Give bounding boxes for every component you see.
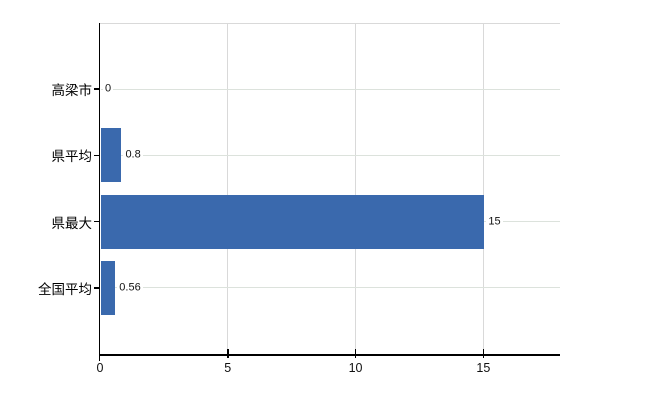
bar bbox=[101, 194, 485, 249]
category-tick bbox=[93, 88, 100, 90]
value-label: 15 bbox=[486, 215, 503, 229]
x-tick-label: 10 bbox=[348, 361, 363, 375]
y-axis bbox=[98, 23, 100, 361]
category-tick bbox=[93, 220, 100, 223]
category-label: 県最大 bbox=[51, 215, 93, 231]
category-tick bbox=[93, 154, 100, 157]
row-gridline bbox=[101, 287, 560, 289]
category-label: 全国平均 bbox=[38, 281, 92, 297]
vertical-gridline bbox=[355, 23, 357, 354]
x-tick bbox=[354, 349, 357, 358]
bar bbox=[101, 260, 116, 315]
plot-top-border bbox=[100, 23, 560, 24]
value-label: 0.8 bbox=[123, 148, 143, 162]
category-label: 高梁市 bbox=[51, 83, 93, 99]
x-axis bbox=[98, 354, 560, 356]
category-label: 県平均 bbox=[51, 149, 93, 165]
x-tick-label: 15 bbox=[476, 361, 491, 375]
vertical-gridline bbox=[227, 23, 229, 354]
value-label: 0 bbox=[103, 82, 114, 96]
x-tick bbox=[482, 349, 485, 358]
bar bbox=[101, 128, 122, 183]
category-tick bbox=[93, 287, 100, 289]
row-gridline bbox=[101, 154, 560, 156]
row-gridline bbox=[101, 88, 560, 90]
x-tick bbox=[227, 349, 229, 358]
value-label: 0.56 bbox=[117, 281, 143, 295]
vertical-gridline bbox=[482, 23, 484, 354]
x-tick-label: 5 bbox=[224, 361, 232, 375]
x-tick-label: 0 bbox=[96, 361, 104, 375]
